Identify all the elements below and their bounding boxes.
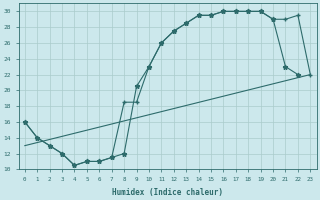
- X-axis label: Humidex (Indice chaleur): Humidex (Indice chaleur): [112, 188, 223, 197]
